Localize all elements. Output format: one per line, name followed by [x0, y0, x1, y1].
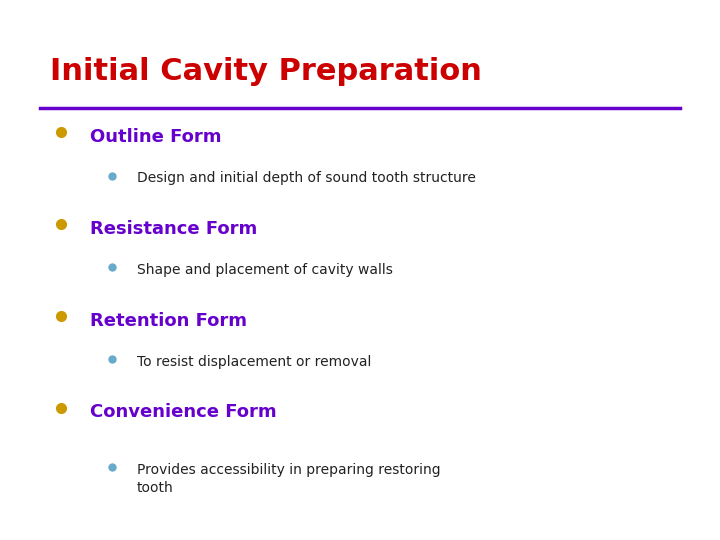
Text: Shape and placement of cavity walls: Shape and placement of cavity walls [137, 263, 392, 277]
Text: Provides accessibility in preparing restoring
tooth: Provides accessibility in preparing rest… [137, 463, 441, 495]
Text: Convenience Form: Convenience Form [90, 403, 276, 421]
Text: Retention Form: Retention Form [90, 312, 247, 329]
Text: Initial Cavity Preparation: Initial Cavity Preparation [50, 57, 482, 86]
Text: Resistance Form: Resistance Form [90, 220, 257, 238]
Text: To resist displacement or removal: To resist displacement or removal [137, 355, 372, 369]
Text: Design and initial depth of sound tooth structure: Design and initial depth of sound tooth … [137, 171, 476, 185]
Text: Outline Form: Outline Form [90, 128, 222, 146]
